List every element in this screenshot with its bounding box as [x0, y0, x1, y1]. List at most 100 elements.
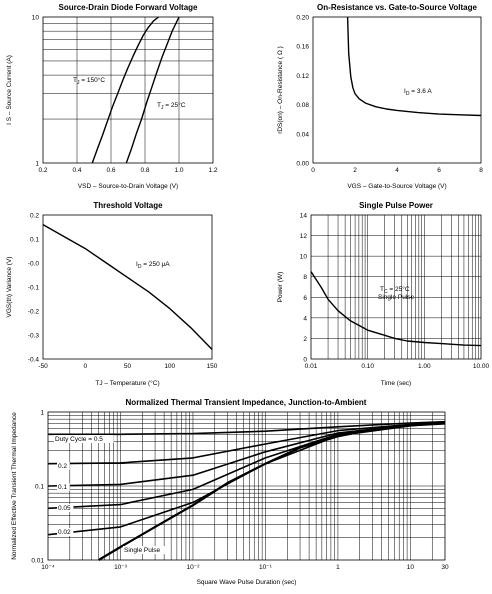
- y-axis-label: VGS(th) Variance (V): [6, 257, 13, 318]
- x-axis-label: TJ – Temperature (°C): [95, 379, 159, 387]
- x-tick-label: 1.2: [208, 167, 217, 174]
- x-tick-label: 100: [164, 363, 175, 370]
- series-label-bg: [57, 528, 74, 536]
- chart-c2: On-Resistance vs. Gate-to-Source Voltage…: [277, 3, 483, 190]
- series-line: [91, 16, 160, 164]
- y-tick-label: 8: [303, 274, 307, 281]
- annotation-tj-25: TJ = 25°C: [157, 101, 186, 111]
- x-tick-label: 50: [124, 363, 132, 370]
- chart-title: Single Pulse Power: [359, 201, 433, 210]
- series-label: Single Pulse: [124, 547, 161, 554]
- y-tick-label: -0.4: [28, 357, 40, 364]
- series-label-bg: [57, 462, 70, 470]
- y-tick-label: -0.2: [28, 309, 40, 316]
- plot-frame: [312, 16, 482, 164]
- series-line: [310, 271, 482, 347]
- series-line: [125, 16, 180, 164]
- chart-c4: Single Pulse Power Time (sec) Power (W) 0.0…: [277, 201, 490, 387]
- y-tick-label: 2: [303, 336, 307, 343]
- y-axis-label: Normalized Effective Transient Thermal I…: [11, 412, 18, 560]
- series-line: [346, 16, 482, 117]
- annotation-single-pulse: Single Pulse: [378, 294, 415, 301]
- series-label-bg: [54, 435, 114, 443]
- gridlines: [43, 17, 213, 163]
- x-tick-label: 0.01: [305, 363, 318, 370]
- x-tick-label: 10⁻³: [114, 564, 128, 571]
- y-tick-label: 0.12: [296, 73, 309, 80]
- y-tick-label: -0.0: [28, 261, 40, 268]
- series-line: [48, 420, 446, 436]
- y-tick-label: 10: [300, 254, 308, 261]
- y-tick-label: 1: [40, 410, 44, 417]
- gridlines: [311, 215, 481, 359]
- chart-title: On-Resistance vs. Gate-to-Source Voltage: [317, 3, 477, 12]
- annotation-id: ID = 3.6 A: [404, 88, 432, 97]
- chart-c1: Source-Drain Diode Forward Voltage VSD – …: [6, 3, 218, 190]
- x-tick-label: 1.0: [174, 167, 183, 174]
- x-tick-label: 10⁻¹: [259, 564, 273, 571]
- y-tick-label: -0.3: [28, 333, 40, 340]
- x-tick-label: 0: [83, 363, 87, 370]
- y-tick-label: 4: [303, 315, 307, 322]
- series-label: 0.05: [58, 505, 71, 512]
- series-label-bg: [57, 483, 70, 491]
- series-label: Duty Cycle = 0.5: [55, 436, 103, 443]
- y-tick-label: 10: [32, 15, 40, 22]
- y-tick-label: 0.1: [30, 237, 39, 244]
- y-tick-label: 0.1: [35, 484, 44, 491]
- x-tick-label: 0.10: [361, 363, 374, 370]
- y-tick-label: 0.04: [296, 131, 309, 138]
- chart-title: Source-Drain Diode Forward Voltage: [59, 3, 199, 12]
- x-tick-label: 30: [441, 564, 449, 571]
- annotation-tj-150: TJ = 150°C: [73, 76, 105, 86]
- y-tick-label: 1: [35, 161, 39, 168]
- x-tick-label: 150: [207, 363, 218, 370]
- y-tick-label: 0.00: [296, 161, 309, 168]
- y-tick-label: 0: [303, 357, 307, 364]
- x-tick-label: 0.8: [140, 167, 149, 174]
- annotation-tc: TC = 25°C: [380, 285, 410, 295]
- annotation-id: ID = 250 μA: [136, 261, 170, 270]
- y-tick-label: 6: [303, 295, 307, 302]
- series-label: 0.2: [58, 463, 67, 470]
- x-axis-label: Square Wave Pulse Duration (sec): [197, 579, 297, 586]
- x-tick-label: 1: [336, 564, 340, 571]
- x-tick-label: 10: [407, 564, 415, 571]
- y-tick-label: 0.08: [296, 102, 309, 109]
- x-tick-label: 10⁻⁴: [41, 564, 55, 571]
- x-tick-label: 0.6: [106, 167, 115, 174]
- y-tick-label: 14: [300, 213, 308, 220]
- chart-title: Threshold Voltage: [93, 201, 163, 210]
- chart-c5: Normalized Thermal Transient Impedance, …: [11, 398, 449, 586]
- x-tick-label: 0.4: [72, 167, 81, 174]
- series-label: 0.02: [58, 529, 71, 536]
- series-label: 0.1: [58, 484, 67, 491]
- x-tick-label: -50: [38, 363, 48, 370]
- y-tick-label: -0.1: [28, 285, 40, 292]
- chart-c3: Threshold Voltage TJ – Temperature (°C) VG…: [6, 201, 218, 387]
- y-tick-label: 0.01: [31, 558, 44, 565]
- x-axis-label: VGS – Gate-to-Source Voltage (V): [347, 183, 446, 190]
- x-tick-label: 10⁻²: [187, 564, 201, 571]
- y-axis-label: I S – Source Current (A): [6, 55, 13, 125]
- y-tick-label: 0.16: [296, 44, 309, 51]
- plot-frame: [42, 16, 214, 164]
- plot-frame: [310, 214, 482, 360]
- series-label-bg: [123, 546, 169, 554]
- x-axis-label: Time (sec): [381, 380, 411, 387]
- x-tick-label: 4: [395, 167, 399, 174]
- x-axis-label: VSD – Source-to-Drain Voltage (V): [78, 183, 178, 190]
- y-tick-label: 0.2: [30, 213, 39, 220]
- y-tick-label: 0.20: [296, 15, 309, 22]
- y-axis-label: rDS(on) – On-Resistance ( Ω ): [277, 46, 284, 134]
- x-tick-label: 6: [437, 167, 441, 174]
- x-tick-label: 1.00: [418, 363, 431, 370]
- series-line: [42, 223, 213, 350]
- y-tick-label: 12: [300, 233, 308, 240]
- x-tick-label: 0: [311, 167, 315, 174]
- chart-title: Normalized Thermal Transient Impedance, …: [126, 398, 367, 407]
- series-line: [98, 422, 446, 561]
- x-tick-label: 2: [353, 167, 357, 174]
- x-tick-label: 0.2: [38, 167, 47, 174]
